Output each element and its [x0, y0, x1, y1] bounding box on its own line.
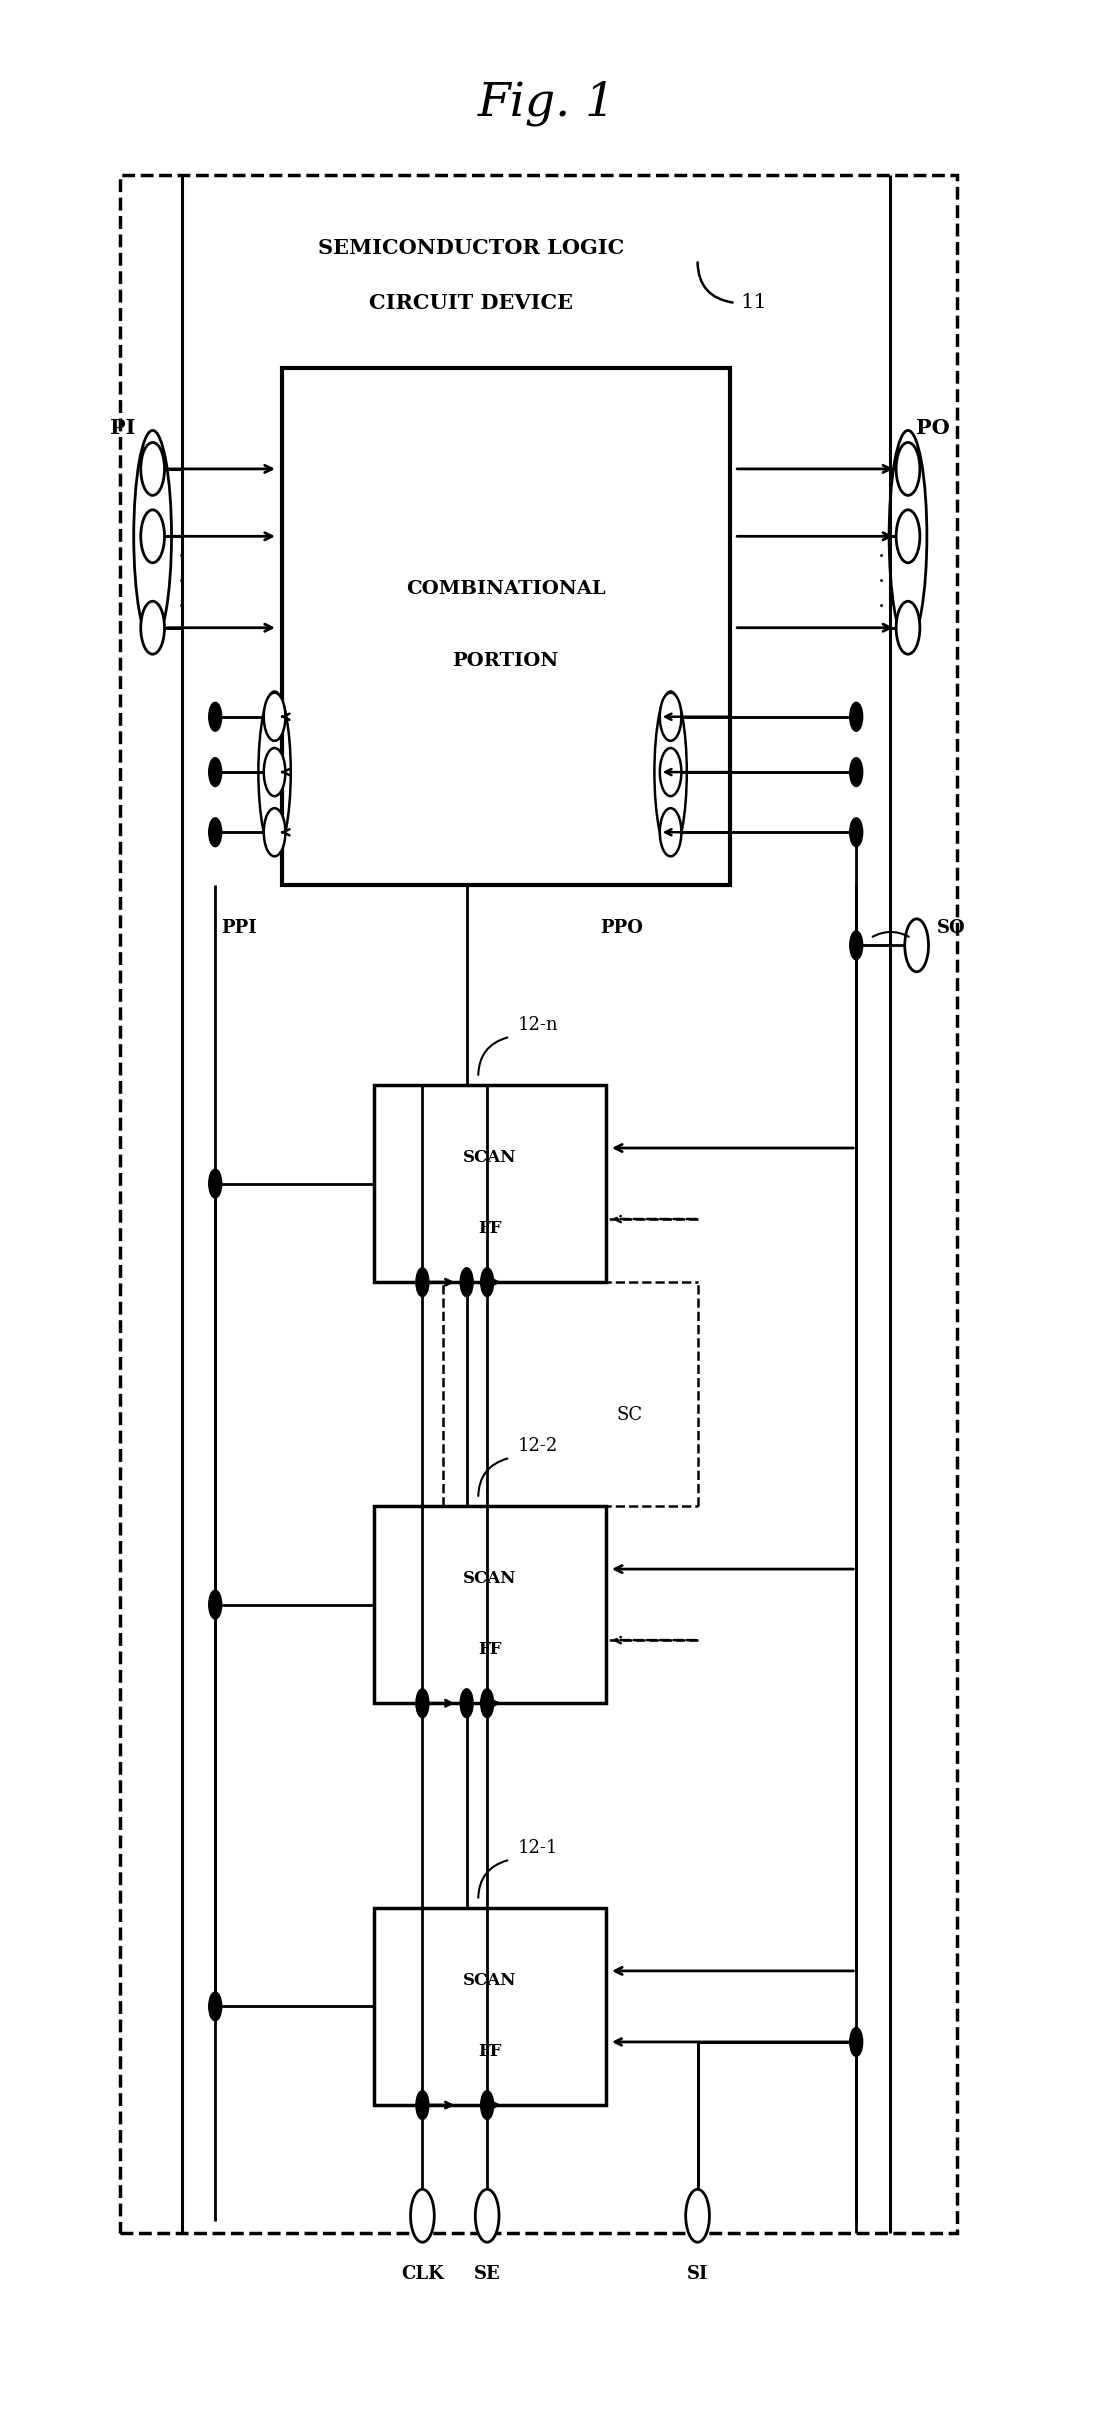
Circle shape: [849, 932, 862, 961]
Text: SEMICONDUCTOR LOGIC: SEMICONDUCTOR LOGIC: [318, 237, 624, 257]
Bar: [374, 1505, 606, 1704]
Circle shape: [141, 600, 164, 653]
Circle shape: [660, 692, 681, 741]
Text: ·
·: · ·: [271, 750, 278, 791]
Circle shape: [416, 1268, 428, 1297]
Text: SCAN: SCAN: [463, 1150, 517, 1166]
Circle shape: [660, 808, 681, 857]
Circle shape: [849, 757, 862, 787]
Circle shape: [660, 748, 681, 796]
Bar: [374, 1907, 606, 2105]
Text: SCAN: SCAN: [463, 1972, 517, 1989]
Text: PPO: PPO: [600, 920, 644, 937]
Circle shape: [209, 702, 222, 731]
Text: PORTION: PORTION: [453, 653, 559, 670]
Text: FF: FF: [478, 1220, 502, 1237]
Text: SO: SO: [937, 920, 965, 937]
Text: SC: SC: [616, 1406, 643, 1423]
Text: ·
·
·: · · ·: [878, 544, 884, 620]
Circle shape: [849, 818, 862, 847]
Text: SCAN: SCAN: [463, 1571, 517, 1588]
Text: FF: FF: [478, 2042, 502, 2059]
Circle shape: [481, 1268, 494, 1297]
Text: ·
·: · ·: [669, 750, 677, 791]
Circle shape: [896, 511, 920, 564]
Circle shape: [849, 2028, 862, 2057]
Circle shape: [416, 2091, 428, 2120]
Circle shape: [481, 1689, 494, 1718]
Circle shape: [460, 1689, 473, 1718]
Text: 12-1: 12-1: [518, 1839, 559, 1856]
Text: 12-2: 12-2: [518, 1437, 557, 1454]
Text: 11: 11: [741, 293, 767, 312]
Circle shape: [209, 818, 222, 847]
Circle shape: [849, 702, 862, 731]
Circle shape: [263, 692, 285, 741]
Circle shape: [481, 2091, 494, 2120]
Circle shape: [263, 808, 285, 857]
Text: FF: FF: [478, 1641, 502, 1658]
Text: COMBINATIONAL: COMBINATIONAL: [406, 581, 606, 598]
Circle shape: [416, 1689, 428, 1718]
Text: PPI: PPI: [221, 920, 257, 937]
Text: PI: PI: [109, 419, 136, 438]
Bar: [282, 368, 730, 886]
Text: CLK: CLK: [401, 2265, 444, 2282]
Circle shape: [209, 1992, 222, 2021]
Circle shape: [475, 2190, 500, 2243]
Circle shape: [896, 600, 920, 653]
Text: Fig. 1: Fig. 1: [478, 80, 615, 126]
Text: PO: PO: [916, 419, 950, 438]
Bar: [374, 1084, 606, 1283]
Circle shape: [460, 1268, 473, 1297]
Circle shape: [905, 920, 929, 973]
Circle shape: [685, 2190, 709, 2243]
Text: SE: SE: [474, 2265, 501, 2282]
Circle shape: [209, 1169, 222, 1198]
Circle shape: [209, 757, 222, 787]
Circle shape: [209, 1590, 222, 1619]
Circle shape: [896, 443, 920, 496]
Text: CIRCUIT DEVICE: CIRCUIT DEVICE: [369, 293, 573, 312]
Text: SI: SI: [686, 2265, 708, 2282]
Circle shape: [263, 748, 285, 796]
Bar: [120, 174, 956, 2234]
Circle shape: [141, 443, 164, 496]
Text: ·
·
·: · · ·: [178, 544, 186, 620]
Circle shape: [411, 2190, 434, 2243]
Circle shape: [141, 511, 164, 564]
Text: 12-n: 12-n: [518, 1016, 559, 1033]
